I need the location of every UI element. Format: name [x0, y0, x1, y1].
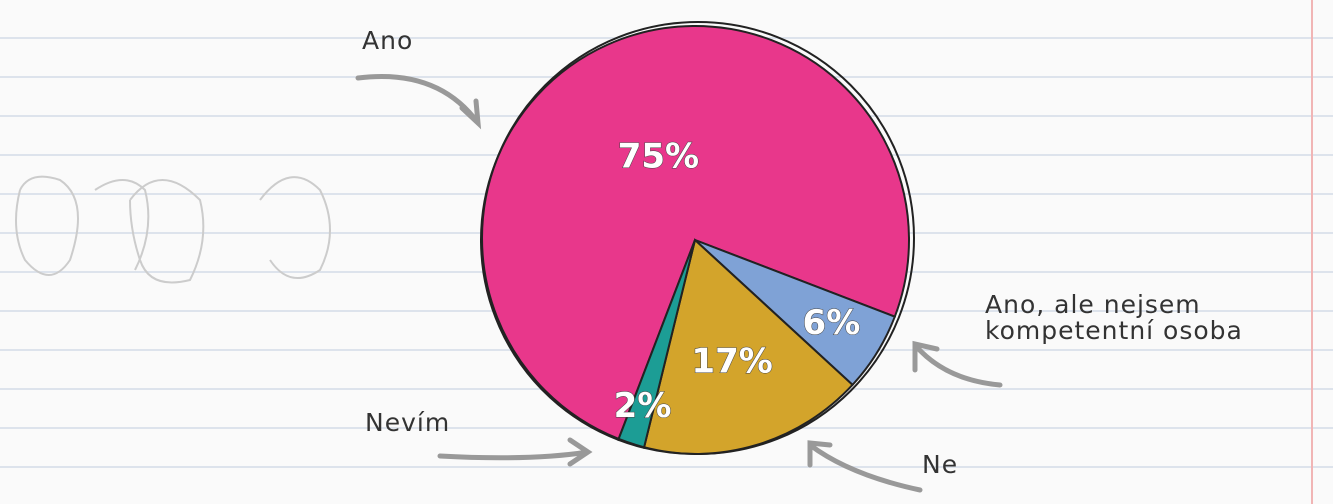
value-label: 75%	[618, 136, 699, 176]
category-label: Ano	[362, 26, 414, 55]
value-label: 17%	[691, 341, 772, 381]
category-label: Ne	[922, 450, 959, 479]
pie-outline	[481, 21, 915, 455]
category-label: Ano, ale nejsem kompetentní osoba	[985, 290, 1243, 345]
arrows	[355, 73, 1003, 493]
value-label: 6%	[803, 303, 861, 343]
doodle	[15, 175, 331, 284]
value-label: 2%	[614, 386, 672, 426]
category-label: Nevím	[365, 408, 451, 437]
pie-slice	[480, 25, 910, 442]
